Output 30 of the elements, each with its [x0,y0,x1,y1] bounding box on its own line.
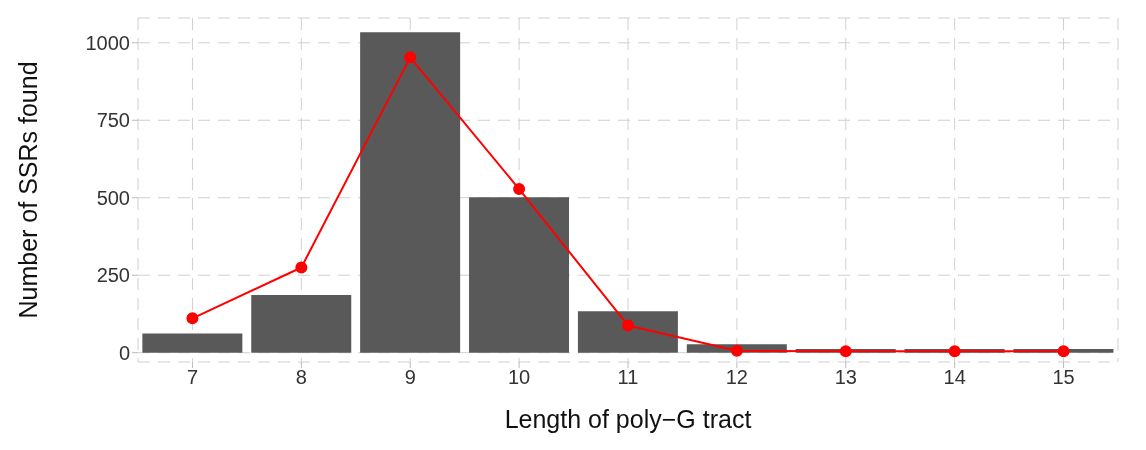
point [1057,345,1070,358]
y-tick-label: 250 [96,264,130,287]
bar [251,295,352,353]
x-tick-label: 14 [943,366,966,389]
bar [142,333,243,353]
point [513,183,526,196]
point [839,345,852,358]
y-tick-label: 750 [96,109,130,132]
point [730,344,743,357]
point [948,345,961,358]
x-tick-label: 12 [725,366,749,389]
y-axis-title: Number of SSRs found [13,61,42,319]
x-tick-label: 9 [404,366,416,389]
point [404,51,417,64]
x-tick-label: 8 [295,366,307,389]
x-tick-label: 11 [617,366,639,389]
y-tick-label: 500 [96,186,130,209]
bar [360,32,461,353]
bar [469,197,570,353]
x-tick-label: 13 [834,366,857,389]
point [295,261,308,274]
y-tick-label: 1000 [85,31,130,54]
x-axis-title: Length of poly−G tract [504,405,752,433]
bar [577,311,678,353]
point [186,312,199,325]
y-tick-label: 0 [118,341,130,364]
x-tick-label: 15 [1052,366,1075,389]
x-tick-label: 10 [507,366,531,389]
x-tick-label: 7 [186,366,199,389]
point [622,319,634,332]
